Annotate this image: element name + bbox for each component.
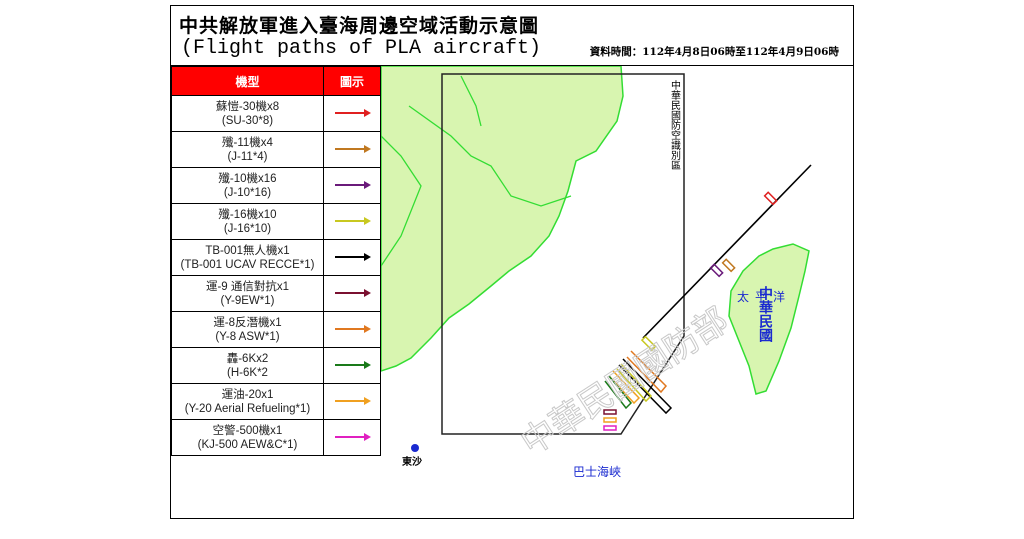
aircraft-type: TB-001無人機x1 (TB-001 UCAV RECCE*1) (171, 239, 324, 276)
map-frame: 中共解放軍進入臺海周邊空域活動示意圖 (Flight paths of PLA … (170, 5, 854, 519)
title-chinese: 中共解放軍進入臺海周邊空域活動示意圖 (179, 15, 540, 37)
aircraft-type: 殲-10機x16 (J-10*16) (171, 167, 324, 204)
legend-symbol (323, 203, 381, 240)
taiwan-island (728, 243, 810, 395)
pacific-label: 太平洋 (737, 289, 791, 304)
j10-marker (709, 263, 724, 278)
title-english: (Flight paths of PLA aircraft) (181, 37, 542, 60)
aircraft-type: 運-9 通信對抗x1 (Y-9EW*1) (171, 275, 324, 312)
arrow-icon (335, 325, 371, 334)
arrow-icon (335, 289, 371, 298)
legend-row: 殲-16機x10 (J-16*10) (171, 203, 381, 240)
arrow-icon (335, 361, 371, 370)
aircraft-en: (J-11*4) (227, 150, 268, 163)
arrow-icon (335, 109, 371, 118)
aircraft-en: (KJ-500 AEW&C*1) (197, 438, 298, 451)
aircraft-type: 轟-6Kx2 (H-6K*2 (171, 347, 324, 384)
legend-row: 運-9 通信對抗x1 (Y-9EW*1) (171, 275, 381, 312)
legend-row: 殲-10機x16 (J-10*16) (171, 167, 381, 204)
arrow-icon (335, 253, 371, 262)
aircraft-en: (Y-8 ASW*1) (215, 330, 280, 343)
legend-symbol (323, 239, 381, 276)
aircraft-zh: 轟-6Kx2 (226, 352, 269, 365)
aircraft-type: 蘇愷-30機x8 (SU-30*8) (171, 95, 324, 132)
aircraft-type: 殲-16機x10 (J-16*10) (171, 203, 324, 240)
aircraft-zh: 運-9 通信對抗x1 (205, 280, 290, 293)
adiz-label: 中華民國防空識別區 (669, 79, 681, 170)
arrow-icon (335, 145, 371, 154)
su30-marker (763, 191, 778, 206)
tb001-path (642, 164, 812, 339)
aircraft-zh: 運油-20x1 (221, 388, 274, 401)
data-time: 資料時間：112年4月8日06時至112年4月9日06時 (589, 46, 839, 58)
dongsha-dot (411, 444, 419, 452)
legend-symbol (323, 383, 381, 420)
aircraft-en: (TB-001 UCAV RECCE*1) (180, 258, 315, 271)
legend-header: 機型 圖示 (171, 66, 381, 96)
province-border (381, 75, 572, 267)
aircraft-en: (J-10*16) (223, 186, 272, 199)
legend-symbol (323, 275, 381, 312)
legend-row: 轟-6Kx2 (H-6K*2 (171, 347, 381, 384)
dongsha-label: 東沙 (402, 455, 422, 468)
aircraft-type: 空警-500機x1 (KJ-500 AEW&C*1) (171, 419, 324, 456)
legend-symbol (323, 419, 381, 456)
arrow-icon (335, 217, 371, 226)
legend-row: 運油-20x1 (Y-20 Aerial Refueling*1) (171, 383, 381, 420)
aircraft-zh: 運-8反潛機x1 (213, 316, 282, 329)
arrow-icon (335, 397, 371, 406)
aircraft-zh: 殲-11機x4 (222, 136, 273, 149)
bashi-label: 巴士海峽 (573, 464, 621, 479)
legend-symbol (323, 95, 381, 132)
aircraft-type: 殲-11機x4 (J-11*4) (171, 131, 324, 168)
legend-row: 空警-500機x1 (KJ-500 AEW&C*1) (171, 419, 381, 456)
j11-marker (721, 258, 736, 273)
aircraft-en: (H-6K*2 (227, 366, 268, 379)
aircraft-en: (J-16*10) (223, 222, 272, 235)
aircraft-type: 運油-20x1 (Y-20 Aerial Refueling*1) (171, 383, 324, 420)
watermark: 中華民國國防部 (514, 300, 735, 463)
arrow-icon (335, 433, 371, 442)
aircraft-en: (Y-9EW*1) (220, 294, 275, 307)
adiz-boundary (441, 73, 685, 435)
southwest-loops (604, 350, 673, 415)
aircraft-zh: 空警-500機x1 (212, 424, 283, 437)
header: 中共解放軍進入臺海周邊空域活動示意圖 (Flight paths of PLA … (171, 6, 853, 66)
legend-symbol (323, 131, 381, 168)
aircraft-zh: 蘇愷-30機x8 (215, 100, 280, 113)
aircraft-zh: 殲-10機x16 (218, 172, 277, 185)
legend-row: 蘇愷-30機x8 (SU-30*8) (171, 95, 381, 132)
aircraft-type: 運-8反潛機x1 (Y-8 ASW*1) (171, 311, 324, 348)
aircraft-en: (Y-20 Aerial Refueling*1) (184, 402, 311, 415)
legend-symbol (323, 347, 381, 384)
taiwan-label: 中華民國 (757, 285, 773, 343)
map: 東沙 中華民國 中華民國防空識別區 太平洋 巴士海峽 中華民國國防部 (381, 66, 812, 479)
aircraft-zh: 殲-16機x10 (218, 208, 277, 221)
j16-marker (640, 335, 657, 352)
aircraft-zh: TB-001無人機x1 (205, 244, 290, 257)
legend-row: 運-8反潛機x1 (Y-8 ASW*1) (171, 311, 381, 348)
aircraft-en: (SU-30*8) (221, 114, 274, 127)
legend-row: 殲-11機x4 (J-11*4) (171, 131, 381, 168)
arrow-icon (335, 181, 371, 190)
western-markers (603, 409, 617, 431)
legend-col-type: 機型 (171, 66, 324, 96)
legend-symbol (323, 311, 381, 348)
legend-col-symbol: 圖示 (323, 66, 381, 96)
legend-table: 機型 圖示 蘇愷-30機x8 (SU-30*8) 殲-11機x4 (J-11*4) 殲-… (171, 66, 381, 456)
legend-symbol (323, 167, 381, 204)
legend-row: TB-001無人機x1 (TB-001 UCAV RECCE*1) (171, 239, 381, 276)
